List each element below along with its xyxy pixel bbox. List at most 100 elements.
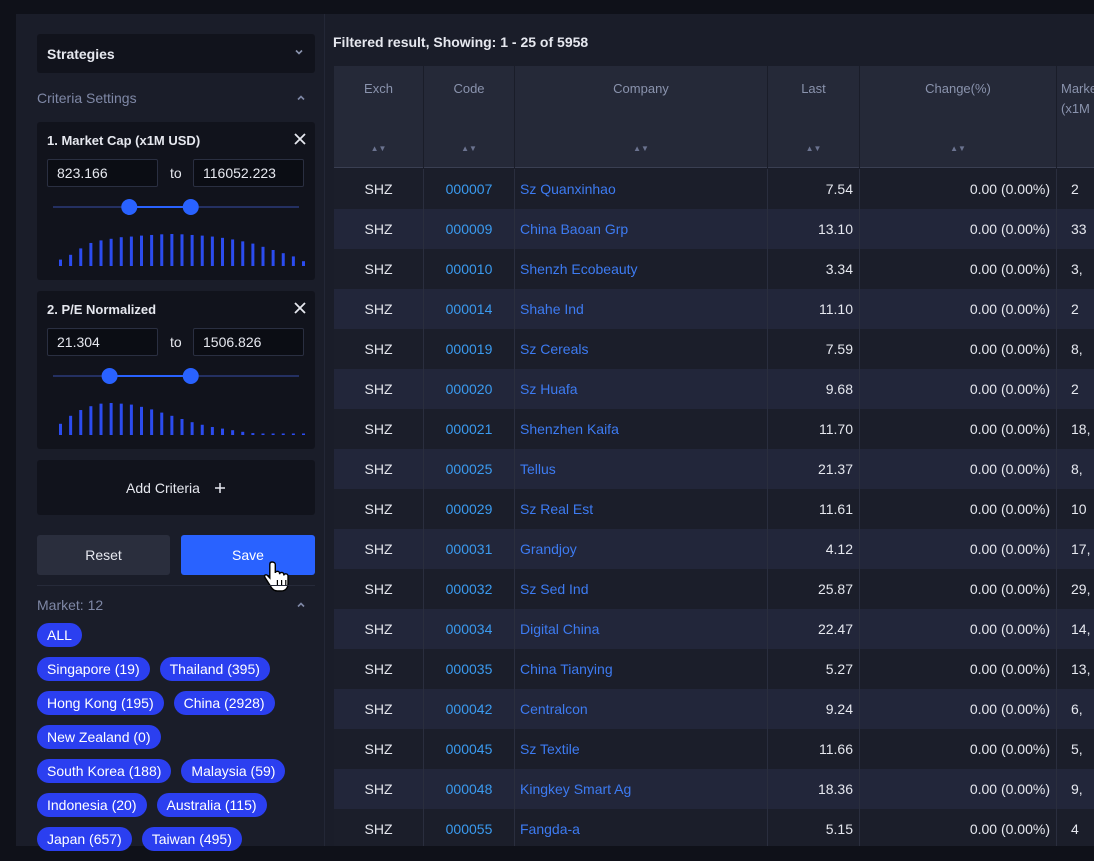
table-row[interactable]: SHZ 000021 Shenzhen Kaifa 11.70 0.00 (0.00%)… — [334, 409, 1094, 449]
table-row[interactable]: SHZ 000034 Digital China 22.47 0.00 (0.00%) 1… — [334, 609, 1094, 649]
code-link[interactable]: 000035 — [424, 649, 515, 689]
sort-icon[interactable]: ▲▼ — [805, 144, 822, 153]
reset-button[interactable]: Reset — [37, 535, 170, 575]
company-link[interactable]: Sz Textile — [515, 729, 768, 769]
table-row[interactable]: SHZ 000048 Kingkey Smart Ag 18.36 0.00 (0.00… — [334, 769, 1094, 809]
company-link[interactable]: Sz Huafa — [515, 369, 768, 409]
code-link[interactable]: 000019 — [424, 329, 515, 369]
sort-icon[interactable]: ▲▼ — [950, 144, 966, 153]
code-link[interactable]: 000031 — [424, 529, 515, 569]
code-link[interactable]: 000045 — [424, 729, 515, 769]
slider-handle-min[interactable] — [121, 199, 138, 215]
company-link[interactable]: Shahe Ind — [515, 289, 768, 329]
code-link[interactable]: 000034 — [424, 609, 515, 649]
company-link[interactable]: China Tianying — [515, 649, 768, 689]
company-link[interactable]: Digital China — [515, 609, 768, 649]
table-row[interactable]: SHZ 000010 Shenzh Ecobeauty 3.34 0.00 (0.00%… — [334, 249, 1094, 289]
company-link[interactable]: Shenzh Ecobeauty — [515, 249, 768, 289]
histogram-bar — [109, 238, 113, 266]
code-link[interactable]: 000025 — [424, 449, 515, 489]
table-row[interactable]: SHZ 000020 Sz Huafa 9.68 0.00 (0.00%) 2 — [334, 369, 1094, 409]
table-row[interactable]: SHZ 000032 Sz Sed Ind 25.87 0.00 (0.00%) 29, — [334, 569, 1094, 609]
code-link[interactable]: 000009 — [424, 209, 515, 249]
market-cap-cell: 9, — [1071, 781, 1083, 797]
company-link[interactable]: China Baoan Grp — [515, 209, 768, 249]
close-icon[interactable] — [293, 132, 307, 146]
sort-icon[interactable]: ▲▼ — [370, 144, 387, 153]
market-pill-malaysia[interactable]: Malaysia (59) — [181, 759, 286, 783]
market-pill-taiwan[interactable]: Taiwan (495) — [141, 827, 242, 851]
range-slider[interactable] — [37, 361, 315, 391]
min-value-input[interactable] — [47, 328, 158, 356]
market-pill-thailand[interactable]: Thailand (395) — [159, 657, 270, 681]
market-pill-australia[interactable]: Australia (115) — [156, 793, 267, 817]
market-pill-hong-kong[interactable]: Hong Kong (195) — [37, 691, 164, 715]
company-link[interactable]: Kingkey Smart Ag — [515, 769, 768, 809]
slider-handle-max[interactable] — [182, 368, 199, 384]
range-slider[interactable] — [37, 192, 315, 222]
code-link[interactable]: 000020 — [424, 369, 515, 409]
column-header-code[interactable]: Code ▲▼ — [424, 66, 515, 168]
market-filter-header[interactable]: Market: 12 — [37, 597, 315, 613]
code-link[interactable]: 000048 — [424, 769, 515, 809]
strategies-dropdown[interactable]: Strategies — [37, 34, 315, 73]
code-link[interactable]: 000042 — [424, 689, 515, 729]
close-icon[interactable] — [293, 301, 307, 315]
company-link[interactable]: Sz Sed Ind — [515, 569, 768, 609]
min-value-input[interactable] — [47, 159, 158, 187]
code-link[interactable]: 000021 — [424, 409, 515, 449]
market-pill-all[interactable]: ALL — [37, 623, 82, 647]
add-criteria-button[interactable]: Add Criteria — [37, 460, 315, 515]
max-value-input[interactable] — [193, 328, 304, 356]
table-row[interactable]: SHZ 000031 Grandjoy 4.12 0.00 (0.00%) 17, — [334, 529, 1094, 569]
criteria-title: 1. Market Cap (x1M USD) — [47, 133, 201, 148]
code-link[interactable]: 000014 — [424, 289, 515, 329]
slider-handle-max[interactable] — [182, 199, 199, 215]
company-link[interactable]: Sz Quanxinhao — [515, 169, 768, 209]
column-header-last[interactable]: Last ▲▼ — [768, 66, 860, 168]
code-link[interactable]: 000010 — [424, 249, 515, 289]
column-header-market-cap[interactable]: Marke (x1M — [1057, 66, 1094, 168]
code-link[interactable]: 000055 — [424, 809, 515, 846]
column-header-exch[interactable]: Exch ▲▼ — [334, 66, 424, 168]
market-pill-indonesia[interactable]: Indonesia (20) — [37, 793, 147, 817]
column-header-change[interactable]: Change(%) ▲▼ — [860, 66, 1057, 168]
table-row[interactable]: SHZ 000029 Sz Real Est 11.61 0.00 (0.00%) 10 — [334, 489, 1094, 529]
slider-handle-min[interactable] — [101, 368, 118, 384]
company-link[interactable]: Sz Cereals — [515, 329, 768, 369]
company-link[interactable]: Grandjoy — [515, 529, 768, 569]
table-row[interactable]: SHZ 000042 Centralcon 9.24 0.00 (0.00%) 6, — [334, 689, 1094, 729]
table-row[interactable]: SHZ 000035 China Tianying 5.27 0.00 (0.00%) 1… — [334, 649, 1094, 689]
sort-icon[interactable]: ▲▼ — [633, 144, 649, 153]
save-button[interactable]: Save — [181, 535, 315, 575]
market-pill-china[interactable]: China (2928) — [173, 691, 275, 715]
market-pill-japan[interactable]: Japan (657) — [37, 827, 132, 851]
market-pill-new-zealand[interactable]: New Zealand (0) — [37, 725, 161, 749]
code-link[interactable]: 000007 — [424, 169, 515, 209]
market-pill-south-korea[interactable]: South Korea (188) — [37, 759, 172, 783]
histogram-bar — [79, 248, 83, 266]
market-pill-singapore[interactable]: Singapore (19) — [37, 657, 150, 681]
column-header-company[interactable]: Company ▲▼ — [515, 66, 768, 168]
criteria-settings-header[interactable]: Criteria Settings — [37, 90, 315, 106]
table-row[interactable]: SHZ 000055 Fangda-a 5.15 0.00 (0.00%) 4 — [334, 809, 1094, 846]
table-row[interactable]: SHZ 000007 Sz Quanxinhao 7.54 0.00 (0.00%) 2 — [334, 169, 1094, 209]
company-link[interactable]: Fangda-a — [515, 809, 768, 846]
company-link[interactable]: Shenzhen Kaifa — [515, 409, 768, 449]
code-link[interactable]: 000032 — [424, 569, 515, 609]
table-row[interactable]: SHZ 000014 Shahe Ind 11.10 0.00 (0.00%) 2 — [334, 289, 1094, 329]
criteria-card-pe-normalized: 2. P/E Normalized to — [37, 291, 315, 449]
company-link[interactable]: Sz Real Est — [515, 489, 768, 529]
sort-icon[interactable]: ▲▼ — [461, 144, 477, 153]
change-cell: 0.00 (0.00%) — [860, 329, 1057, 369]
criteria-title: 2. P/E Normalized — [47, 302, 157, 317]
code-link[interactable]: 000029 — [424, 489, 515, 529]
company-link[interactable]: Centralcon — [515, 689, 768, 729]
table-row[interactable]: SHZ 000009 China Baoan Grp 13.10 0.00 (0.00%… — [334, 209, 1094, 249]
table-row[interactable]: SHZ 000025 Tellus 21.37 0.00 (0.00%) 8, — [334, 449, 1094, 489]
change-cell: 0.00 (0.00%) — [860, 409, 1057, 449]
table-row[interactable]: SHZ 000045 Sz Textile 11.66 0.00 (0.00%) 5, — [334, 729, 1094, 769]
table-row[interactable]: SHZ 000019 Sz Cereals 7.59 0.00 (0.00%) 8, — [334, 329, 1094, 369]
company-link[interactable]: Tellus — [515, 449, 768, 489]
max-value-input[interactable] — [193, 159, 304, 187]
